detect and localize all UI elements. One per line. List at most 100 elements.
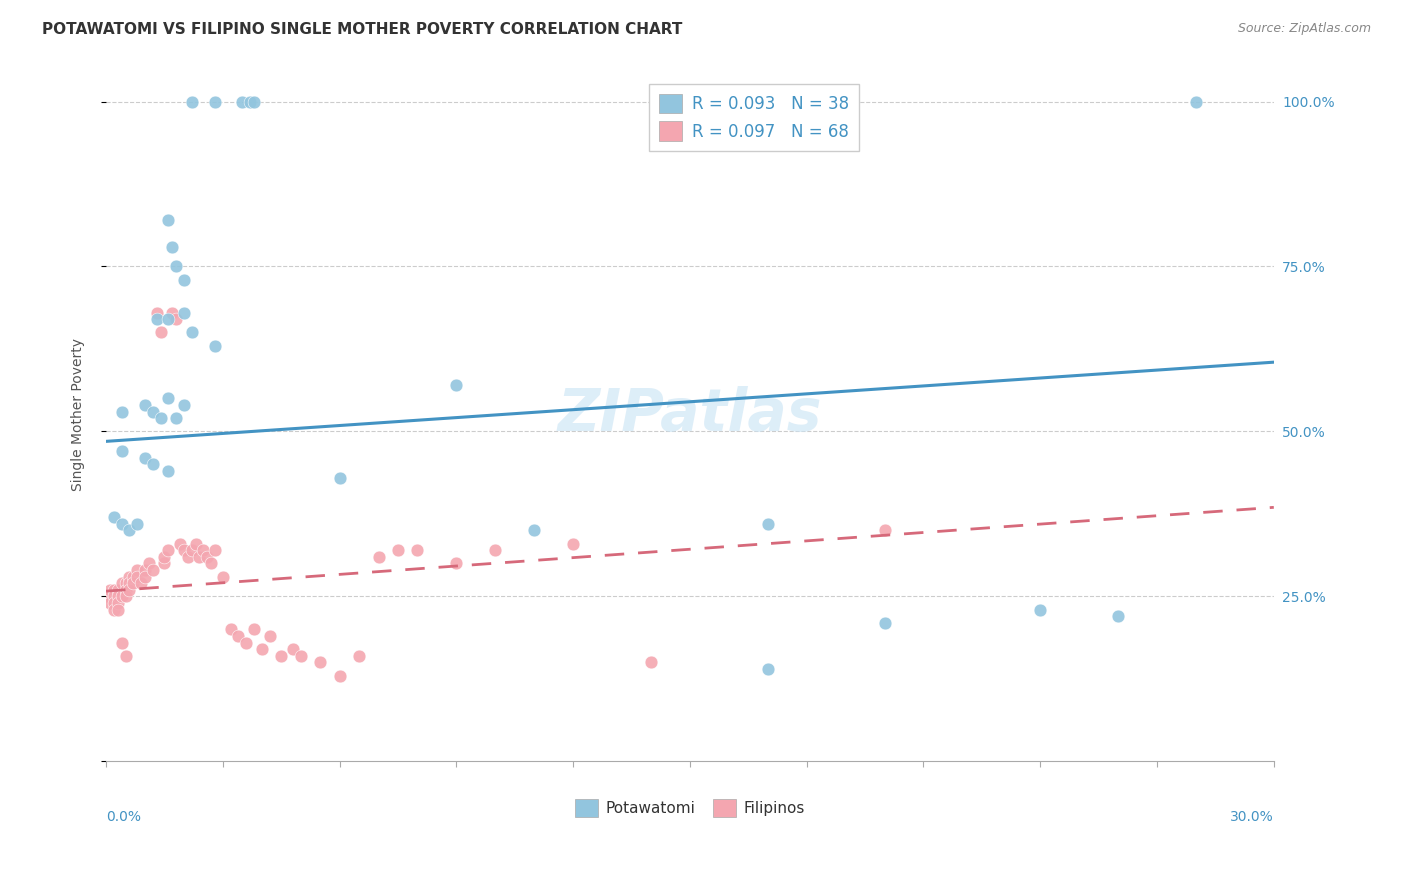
Point <box>259 629 281 643</box>
Point <box>180 95 202 109</box>
Point <box>157 213 180 227</box>
Point <box>103 596 125 610</box>
Point <box>122 569 145 583</box>
Point <box>523 524 546 538</box>
Point <box>165 260 187 274</box>
Point <box>107 596 129 610</box>
Point <box>162 240 184 254</box>
Point <box>188 549 211 564</box>
Point <box>118 582 141 597</box>
Point <box>484 543 506 558</box>
Point <box>153 549 176 564</box>
Point <box>122 576 145 591</box>
Point <box>165 411 187 425</box>
Point <box>235 635 257 649</box>
Point <box>873 615 896 630</box>
Point <box>243 95 266 109</box>
Point <box>873 524 896 538</box>
Text: 30.0%: 30.0% <box>1230 810 1274 824</box>
Point <box>173 273 195 287</box>
Point <box>250 642 273 657</box>
Point <box>228 629 250 643</box>
Point <box>173 306 195 320</box>
Point <box>111 516 134 531</box>
Point <box>756 516 779 531</box>
Point <box>367 549 389 564</box>
Y-axis label: Single Mother Poverty: Single Mother Poverty <box>72 338 86 491</box>
Point <box>173 543 195 558</box>
Point <box>1107 609 1129 624</box>
Point <box>177 549 200 564</box>
Point <box>134 563 156 577</box>
Text: 0.0%: 0.0% <box>105 810 141 824</box>
Point <box>98 582 121 597</box>
Point <box>239 95 262 109</box>
Point <box>127 516 149 531</box>
Point <box>290 648 312 663</box>
Point <box>111 590 134 604</box>
Point <box>180 326 202 340</box>
Point <box>281 642 304 657</box>
Point <box>562 536 585 550</box>
Point <box>127 563 149 577</box>
Point <box>204 543 226 558</box>
Point <box>114 590 136 604</box>
Point <box>1029 602 1052 616</box>
Point <box>243 623 266 637</box>
Point <box>111 635 134 649</box>
Point <box>118 576 141 591</box>
Point <box>219 623 242 637</box>
Point <box>270 648 292 663</box>
Point <box>204 339 226 353</box>
Legend: Potawatomi, Filipinos: Potawatomi, Filipinos <box>568 793 811 823</box>
Text: POTAWATOMI VS FILIPINO SINGLE MOTHER POVERTY CORRELATION CHART: POTAWATOMI VS FILIPINO SINGLE MOTHER POV… <box>42 22 682 37</box>
Point <box>118 569 141 583</box>
Point <box>103 510 125 524</box>
Point <box>309 656 332 670</box>
Point <box>149 411 172 425</box>
Point <box>193 543 215 558</box>
Point <box>142 563 165 577</box>
Point <box>103 582 125 597</box>
Point <box>640 656 662 670</box>
Point <box>107 602 129 616</box>
Text: Source: ZipAtlas.com: Source: ZipAtlas.com <box>1237 22 1371 36</box>
Point <box>406 543 429 558</box>
Point <box>114 582 136 597</box>
Point <box>149 326 172 340</box>
Point <box>111 444 134 458</box>
Point <box>446 378 468 392</box>
Point <box>204 95 226 109</box>
Point <box>200 557 222 571</box>
Point <box>157 392 180 406</box>
Point <box>231 95 253 109</box>
Point <box>756 662 779 676</box>
Point <box>142 405 165 419</box>
Text: ZIPatlas: ZIPatlas <box>558 386 823 443</box>
Point <box>138 557 160 571</box>
Point <box>184 536 207 550</box>
Point <box>107 590 129 604</box>
Point <box>329 668 352 682</box>
Point <box>180 543 202 558</box>
Point <box>162 306 184 320</box>
Point <box>145 306 167 320</box>
Point <box>134 398 156 412</box>
Point <box>195 549 218 564</box>
Point <box>211 569 233 583</box>
Point <box>114 648 136 663</box>
Point <box>118 524 141 538</box>
Point <box>111 405 134 419</box>
Point <box>94 590 117 604</box>
Point <box>157 312 180 326</box>
Point <box>142 458 165 472</box>
Point <box>387 543 409 558</box>
Point <box>165 312 187 326</box>
Point <box>107 582 129 597</box>
Point <box>329 470 352 484</box>
Point <box>127 569 149 583</box>
Point <box>1185 95 1208 109</box>
Point <box>157 464 180 478</box>
Point <box>153 557 176 571</box>
Point <box>134 569 156 583</box>
